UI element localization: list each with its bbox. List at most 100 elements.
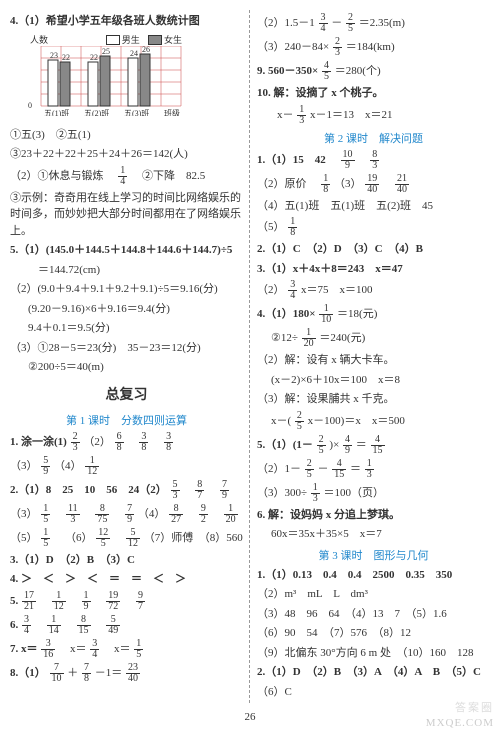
text: ＝18(元) bbox=[337, 308, 377, 320]
text: 5. bbox=[10, 595, 18, 607]
r3: 3.（1）D （2）B （3）C bbox=[10, 552, 243, 569]
svg-text:五(3)班: 五(3)班 bbox=[124, 108, 149, 116]
svg-text:22: 22 bbox=[90, 53, 98, 62]
svg-text:24: 24 bbox=[130, 49, 138, 58]
q4-line4: ③示例：奇奇用在线上学习的时间比网络娱乐的时间多，而妙妙把大部分时间都用在了网络… bbox=[10, 190, 243, 240]
q5c: （2）(9.0＋9.4＋9.1＋9.2＋9.1)÷5＝9.16(分) bbox=[10, 281, 243, 298]
fraction: 14 bbox=[118, 166, 127, 187]
text: 4.（1）180× bbox=[257, 308, 316, 320]
p15a: 6. 解：设妈妈 x 分追上梦琪。 bbox=[257, 507, 490, 524]
p15b: 60x＝35x＋35×5 x＝7 bbox=[257, 526, 490, 543]
text: （3）300÷ bbox=[257, 487, 307, 499]
svg-text:0: 0 bbox=[28, 101, 32, 110]
text: 8.（1） bbox=[10, 667, 46, 679]
p14: （3）300÷ 13 ＝100（页） bbox=[257, 483, 490, 504]
p2: （2）原价 18 （3） 1940 2140 bbox=[257, 174, 490, 195]
text: （2）1.5－1 bbox=[257, 17, 315, 29]
y-axis-label: 人数 bbox=[26, 33, 48, 46]
text: )× bbox=[329, 439, 339, 451]
r1b: （3） 59 （4） 112 bbox=[10, 456, 243, 477]
text: （3）240－84× bbox=[257, 41, 329, 53]
rc-l4a: 10. 解：设摘了 x 个桃子。 bbox=[257, 85, 490, 102]
rc-l1: （2）1.5－1 34 － 25 ＝2.35(m) bbox=[257, 13, 490, 34]
q4-line2: ③23＋22＋22＋25＋24＋26＝142(人) bbox=[10, 146, 243, 163]
r2a: 2.（1）8 25 10 56 24（2） 53 87 79 bbox=[10, 480, 243, 501]
page-number: 26 bbox=[10, 711, 490, 723]
sub-title-2: 第 2 课时 解决问题 bbox=[257, 130, 490, 146]
chart-svg: 2322 2225 2426 五(1)班五(2)班 五(3)班班级 0 bbox=[26, 46, 186, 116]
p8: 4.（1）180× 110 ＝18(元) bbox=[257, 304, 490, 325]
left-column: 4.（1）希望小学五年级各班人数统计图 人数 男生 女生 bbox=[10, 10, 243, 703]
legend-girl: 女生 bbox=[164, 35, 182, 45]
p11a: （3）解：设果脯共 x 千克。 bbox=[257, 391, 490, 408]
text: ＝2.35(m) bbox=[359, 17, 405, 29]
g2: （2）m³ mL L dm³ bbox=[257, 586, 490, 603]
text: （3） bbox=[10, 460, 38, 472]
g1: 1.（1）0.13 0.4 0.4 2500 0.35 350 bbox=[257, 567, 490, 584]
text: （2）1－ bbox=[257, 463, 301, 475]
p12: 5.（1）(1－ 25 )× 49 ＝ 415 bbox=[257, 435, 490, 456]
legend-boy-box bbox=[106, 35, 120, 45]
text: x－ bbox=[277, 109, 294, 121]
text: 6. bbox=[10, 619, 18, 631]
watermark-top: 答案圈 bbox=[455, 699, 494, 715]
p10a: （2）解：设有 x 辆大卡车。 bbox=[257, 352, 490, 369]
text: ＝184(km) bbox=[346, 41, 395, 53]
p6: 3.（1）x＋4x＋8＝243 x＝47 bbox=[257, 261, 490, 278]
text: （2）①休息与锻炼 bbox=[10, 170, 115, 182]
p11b: x－( 25 x－100)＝x x＝500 bbox=[257, 411, 490, 432]
text: （2） bbox=[257, 284, 285, 296]
text: （7）师傅 （8）560 bbox=[144, 532, 243, 544]
text: 5.（1）(1－ bbox=[257, 439, 313, 451]
q5g: ②200÷5＝40(m) bbox=[10, 359, 243, 376]
sub-title-1: 第 1 课时 分数四则运算 bbox=[10, 412, 243, 428]
text: ＝ bbox=[350, 463, 361, 475]
rc-l4b: x－ 13 x－1＝13 x＝21 bbox=[257, 105, 490, 126]
text: x＝ bbox=[103, 643, 131, 655]
text: －1＝ bbox=[95, 667, 123, 679]
r5: 5. 1721 112 19 1972 97 bbox=[10, 591, 243, 612]
svg-text:25: 25 bbox=[102, 47, 110, 56]
text: ＝240(元) bbox=[319, 332, 365, 344]
text: ＋ bbox=[67, 667, 78, 679]
page-columns: 4.（1）希望小学五年级各班人数统计图 人数 男生 女生 bbox=[10, 10, 490, 703]
q4-line3: （2）①休息与锻炼 14 ②下降 82.5 bbox=[10, 166, 243, 187]
review-title: 总复习 bbox=[10, 384, 243, 404]
text: （2） bbox=[83, 436, 111, 448]
p13: （2）1－ 25 － 415 ＝ 13 bbox=[257, 459, 490, 480]
text: （5） bbox=[257, 221, 285, 233]
text: （6） bbox=[65, 532, 93, 544]
text: ＝280(个) bbox=[335, 65, 381, 77]
g3: （3）48 96 64 （4）13 7 （5）1.6 bbox=[257, 606, 490, 623]
q5d: (9.20－9.16)×6＋9.16＝9.4(分) bbox=[10, 301, 243, 318]
rc-l3: 9. 560－350× 45 ＝280(个) bbox=[257, 61, 490, 82]
g4: （6）90 54 （7）576 （8）12 bbox=[257, 625, 490, 642]
r2c: （5） 15 （6） 125 512 （7）师傅 （8）560 bbox=[10, 528, 243, 549]
text: － bbox=[318, 463, 329, 475]
right-column: （2）1.5－1 34 － 25 ＝2.35(m) （3）240－84× 23 … bbox=[257, 10, 490, 703]
q5b: ＝144.72(cm) bbox=[10, 262, 243, 279]
q5a: 5.（1）(145.0＋144.5＋144.8＋144.6＋144.7)÷5 bbox=[10, 242, 243, 259]
svg-text:22: 22 bbox=[62, 53, 70, 62]
r8: 8.（1） 710 ＋ 78 －1＝ 2340 bbox=[10, 663, 243, 684]
text: ②12÷ bbox=[271, 332, 298, 344]
text: ＝100（页） bbox=[324, 487, 385, 499]
chart-legend: 人数 男生 女生 bbox=[26, 33, 186, 46]
text: x－100)＝x x＝500 bbox=[308, 415, 405, 427]
text: （3） bbox=[10, 508, 38, 520]
text: ＝ bbox=[356, 439, 367, 451]
text: （2）原价 bbox=[257, 178, 318, 190]
text: x－1＝13 x＝21 bbox=[310, 109, 393, 121]
g5: （9）北偏东 30°方向 6 m 处 （10）160 128 bbox=[257, 645, 490, 662]
text: 2.（1）8 25 10 56 24（2） bbox=[10, 484, 167, 496]
text: ②下降 82.5 bbox=[131, 170, 205, 182]
r1a: 1. 涂一涂(1) 23 （2） 68 38 38 bbox=[10, 432, 243, 453]
svg-text:五(1)班: 五(1)班 bbox=[44, 108, 69, 116]
r6: 6. 34 114 815 549 bbox=[10, 615, 243, 636]
watermark-bottom: MXQE.COM bbox=[426, 717, 494, 729]
text: （4） bbox=[138, 508, 166, 520]
r4: 4. ＞ ＜ ＞ ＜ ＝ ＝ ＜ ＞ bbox=[10, 571, 243, 588]
g7: （6）C bbox=[257, 684, 490, 701]
q5e: 9.4＋0.1＝9.5(分) bbox=[10, 320, 243, 337]
column-divider bbox=[249, 10, 251, 703]
